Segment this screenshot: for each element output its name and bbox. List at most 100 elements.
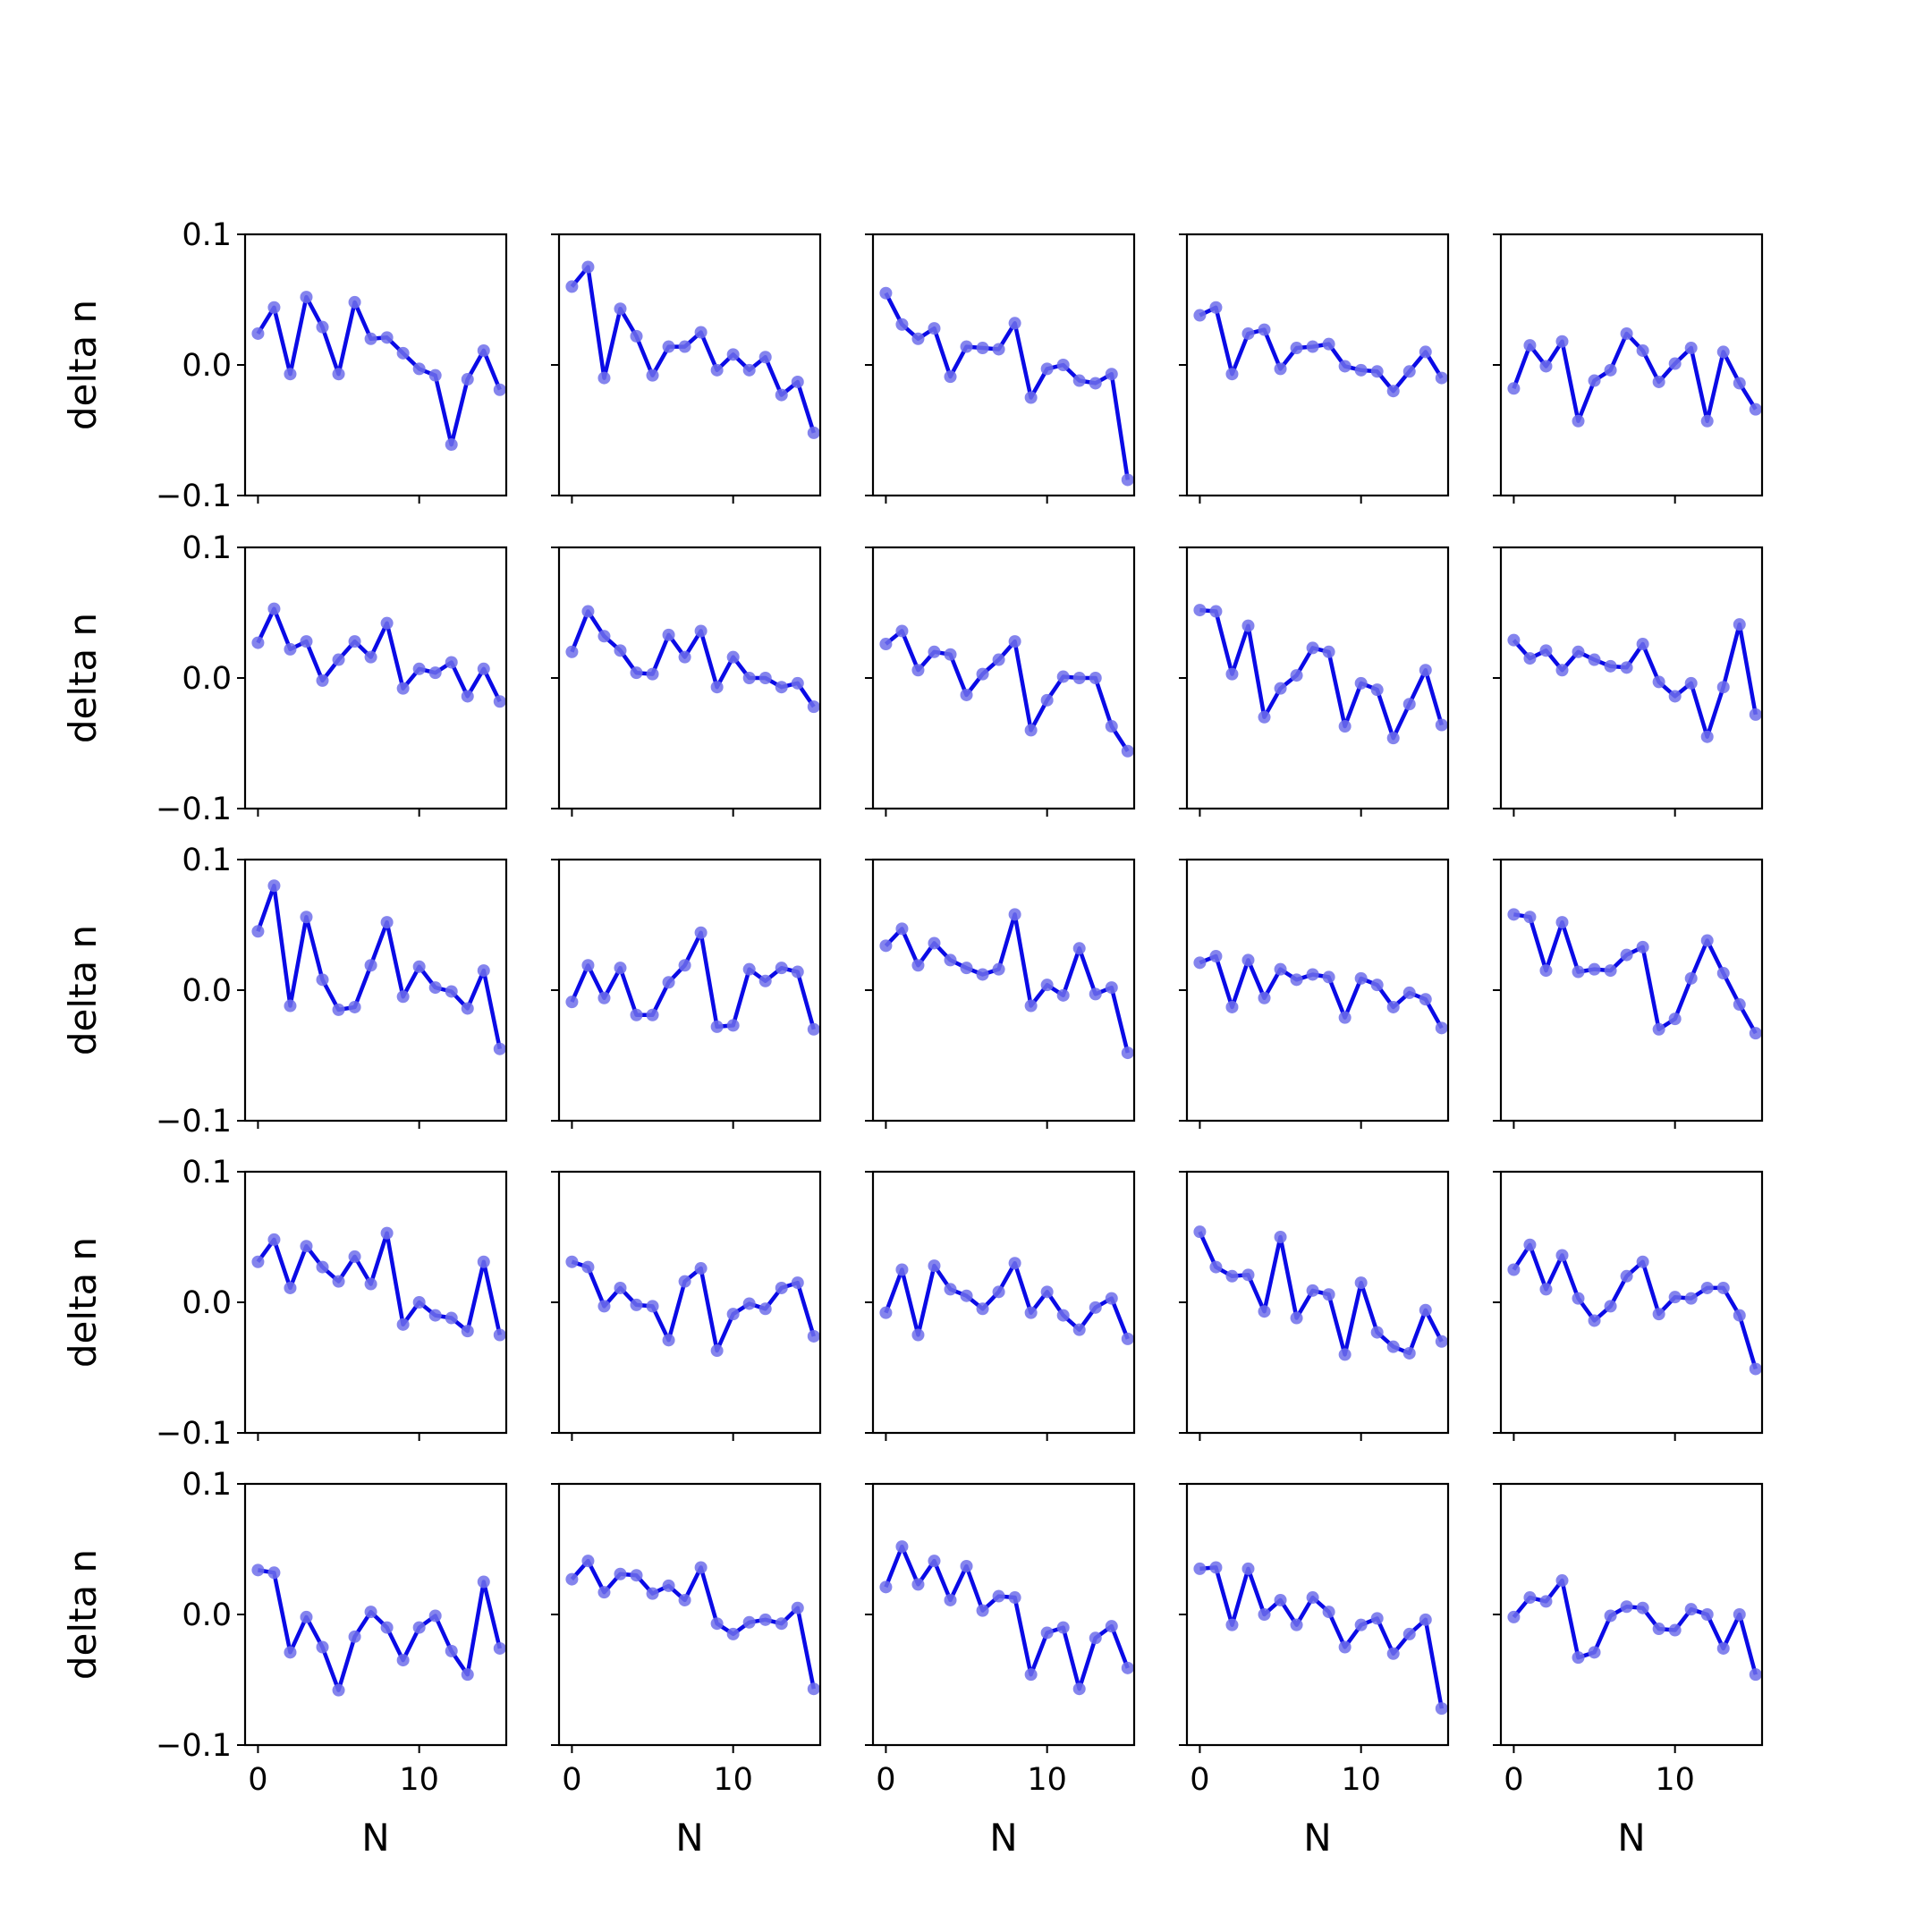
data-point xyxy=(1402,698,1416,711)
data-point xyxy=(1225,368,1239,381)
data-point xyxy=(1507,908,1521,921)
data-point xyxy=(1306,968,1319,981)
data-point xyxy=(1040,1626,1054,1640)
data-point xyxy=(300,911,313,924)
y-tick-label: 0.0 xyxy=(182,1597,232,1633)
data-point xyxy=(428,369,442,382)
data-point xyxy=(1716,681,1730,694)
data-point xyxy=(1322,1606,1335,1619)
data-point xyxy=(364,959,377,972)
data-point xyxy=(1274,362,1287,376)
y-tick-label: 0.0 xyxy=(182,1285,232,1321)
data-point xyxy=(1668,1013,1682,1026)
data-point xyxy=(412,1621,426,1634)
plot-frame xyxy=(243,1170,508,1435)
data-point xyxy=(1089,1631,1102,1645)
data-point xyxy=(1338,1348,1352,1361)
data-point xyxy=(1354,676,1368,690)
data-point xyxy=(1386,1340,1400,1353)
data-point xyxy=(1668,1291,1682,1304)
data-point xyxy=(348,635,361,648)
data-point xyxy=(742,962,756,976)
data-point xyxy=(348,1000,361,1013)
data-point xyxy=(364,1606,377,1619)
data-point xyxy=(976,1604,989,1617)
data-point xyxy=(960,962,973,975)
data-point xyxy=(1588,962,1601,976)
data-point xyxy=(1572,965,1585,979)
data-point xyxy=(1668,690,1682,703)
data-point xyxy=(1716,967,1730,980)
plot-frame xyxy=(1185,1482,1450,1747)
data-point xyxy=(1306,1591,1319,1605)
y-tick-label: 0.1 xyxy=(182,1467,232,1503)
data-point xyxy=(380,616,394,630)
data-point xyxy=(726,1019,740,1032)
subplot-r2-c3 xyxy=(865,546,1136,817)
data-point xyxy=(284,368,297,381)
data-point xyxy=(775,962,788,975)
subplot-r2-c2 xyxy=(551,546,822,817)
data-point xyxy=(412,662,426,675)
data-point xyxy=(678,1593,691,1606)
data-point xyxy=(742,1297,756,1310)
data-point xyxy=(1306,1284,1319,1297)
data-point xyxy=(976,968,989,981)
data-point xyxy=(1056,670,1070,683)
plot-frame xyxy=(1499,1482,1764,1747)
data-point xyxy=(992,343,1005,356)
data-point xyxy=(960,688,973,701)
data-point xyxy=(678,1275,691,1288)
data-point xyxy=(1209,1561,1223,1574)
data-point xyxy=(565,1572,579,1586)
data-point xyxy=(879,286,893,300)
data-point xyxy=(1008,908,1021,921)
subplot-r3-c4 xyxy=(1179,858,1450,1129)
data-point xyxy=(1370,365,1384,378)
series-line xyxy=(1513,912,1758,1035)
data-point xyxy=(316,1260,329,1274)
data-point xyxy=(1588,1646,1601,1659)
data-point xyxy=(396,1318,410,1331)
data-point xyxy=(1668,1623,1682,1637)
data-point xyxy=(944,1593,957,1606)
data-point xyxy=(1105,981,1118,995)
data-point xyxy=(1402,1627,1416,1640)
data-point xyxy=(477,964,490,978)
data-point xyxy=(911,959,925,972)
data-point xyxy=(1507,1610,1521,1623)
data-point xyxy=(1290,1618,1303,1631)
data-point xyxy=(332,1683,345,1697)
data-point xyxy=(597,630,611,643)
data-point xyxy=(1209,301,1223,314)
data-point xyxy=(678,959,691,972)
series-line xyxy=(1199,953,1444,1030)
data-point xyxy=(1121,473,1134,487)
data-point xyxy=(726,348,740,361)
data-point xyxy=(1274,962,1287,976)
data-point xyxy=(1225,667,1239,681)
data-point xyxy=(758,1302,772,1316)
data-point xyxy=(895,318,909,331)
data-point xyxy=(1024,391,1038,404)
data-point xyxy=(1072,374,1086,387)
data-point xyxy=(565,280,579,293)
data-point xyxy=(1322,970,1335,984)
data-point xyxy=(1402,1346,1416,1360)
y-tick-label: −0.1 xyxy=(156,1728,232,1764)
data-point xyxy=(1241,1562,1255,1575)
data-point xyxy=(477,662,490,675)
data-point xyxy=(960,1559,973,1572)
data-point xyxy=(1539,644,1553,657)
data-point xyxy=(597,991,611,1004)
data-point xyxy=(1209,1260,1223,1274)
data-point xyxy=(1523,652,1537,665)
data-point xyxy=(316,674,329,687)
plot-frame xyxy=(1185,233,1450,497)
data-point xyxy=(791,965,804,979)
data-point xyxy=(332,1003,345,1016)
x-tick-label: 10 xyxy=(399,1762,439,1798)
data-point xyxy=(1338,1640,1352,1654)
data-point xyxy=(1555,335,1569,348)
data-point xyxy=(694,1561,708,1574)
